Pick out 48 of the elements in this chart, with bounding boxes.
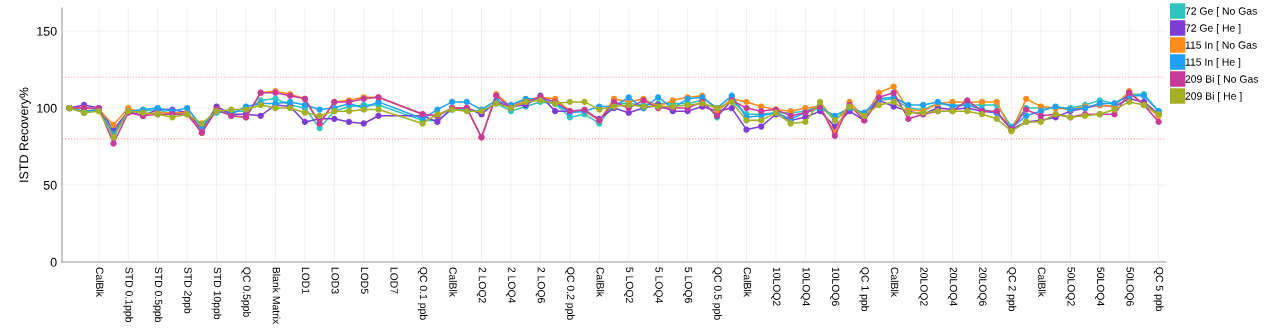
x-tick-label: QC 1 ppb [859, 267, 870, 312]
x-tick-label: 2 LOQ4 [506, 267, 516, 304]
x-tick-label: 50LOQ6 [1124, 267, 1134, 306]
x-tick-label: 5 LOQ6 [682, 267, 693, 303]
x-tick-label: CalBlk [743, 267, 752, 297]
x-tick-label: CalBlk [96, 267, 104, 297]
x-tick-label: 20LOQ4 [947, 267, 958, 306]
x-tick-label: LOD1 [302, 267, 310, 294]
legend-label: 115 In [ No Gas [1185, 41, 1257, 51]
legend-label: 72 Ge [ He ] [1185, 24, 1241, 34]
x-tick-label: QC 0.5 ppb [712, 267, 722, 320]
x-tick-label: 2 LOQ6 [535, 267, 545, 303]
x-tick-label: STD 0.5ppb [152, 267, 163, 323]
y-axis-title: ISTD Recovery% [19, 87, 31, 182]
x-tick-label: 5 LOQ2 [624, 267, 634, 303]
x-tick-label: 20LOQ6 [977, 267, 987, 306]
x-tick-label: QC 2 ppb [1006, 267, 1017, 312]
y-tick-label: 50 [43, 180, 57, 190]
x-tick-label: 50LOQ2 [1065, 267, 1075, 306]
x-tick-label: 5 LOQ4 [653, 267, 663, 304]
y-tick-label: 100 [37, 103, 57, 113]
x-tick-label: 20LOQ2 [918, 267, 928, 306]
x-tick-label: QC 5 ppb [1153, 267, 1164, 312]
y-tick-label: 0 [50, 257, 57, 267]
x-tick-label: 2 LOQ2 [476, 267, 487, 303]
x-tick-label: LOD3 [331, 267, 339, 294]
x-tick-label: 10LOQ2 [771, 267, 781, 306]
x-tick-label: 10LOQ4 [800, 267, 810, 306]
legend-label: 72 Ge [ No Gas [1185, 7, 1257, 17]
x-tick-label: CalBlk [596, 267, 605, 297]
legend-label: 209 Bi [ He ] [1185, 92, 1242, 102]
x-tick-label: Blank Matrix [272, 267, 281, 325]
x-tick-label: LOD7 [390, 267, 398, 294]
legend-label: 209 Bi [ No Gas [1185, 75, 1259, 85]
x-tick-label: CalBlk [890, 267, 899, 297]
x-tick-label: CalBlk [449, 267, 457, 297]
x-tick-label: STD 0.1ppb [123, 267, 134, 323]
x-tick-label: QC 0.2 ppb [564, 267, 575, 320]
legend-label: 115 In [ He ] [1185, 58, 1241, 68]
x-tick-label: 10LOQ6 [830, 267, 840, 306]
x-tick-label: STD 10ppb [211, 267, 222, 320]
x-tick-label: CalBlk [1038, 267, 1046, 297]
x-tick-label: QC 0.1 ppb [417, 267, 428, 320]
x-tick-label: QC 0.5ppb [241, 267, 251, 317]
x-tick-label: STD 2ppb [182, 267, 192, 314]
x-tick-label: LOD5 [360, 267, 369, 294]
x-tick-label: 50LOQ4 [1095, 267, 1105, 306]
y-tick-label: 150 [37, 26, 57, 36]
